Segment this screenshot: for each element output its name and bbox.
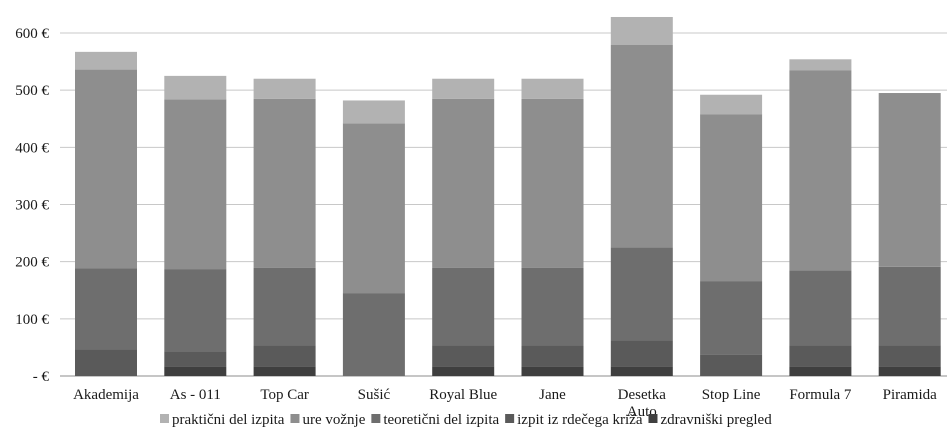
bar-segment-ure-voznje — [164, 99, 227, 270]
y-tick-label: 500 € — [15, 83, 49, 99]
bar-segment-prakticni-del-izpita — [342, 100, 405, 124]
bar-segment-teoreticni-del-izpita — [164, 269, 227, 352]
bar-segment-prakticni-del-izpita — [253, 78, 316, 99]
legend-swatch-teoreticni-del-izpita — [371, 414, 381, 423]
bar-segment-ure-voznje — [75, 69, 137, 269]
bar-segment-zdravniski-pregled — [878, 366, 941, 376]
bar-segment-ure-voznje — [432, 98, 495, 268]
legend-label-prakticni-del-izpita: praktični del izpita — [172, 412, 285, 428]
bar-segment-teoreticni-del-izpita — [253, 267, 316, 346]
x-tick-label: Piramida — [883, 387, 937, 403]
bar-segment-izpit-iz-rdecega-kriza — [789, 345, 852, 367]
y-tick-label: - € — [33, 369, 50, 385]
bar-segment-izpit-iz-rdecega-kriza — [521, 345, 584, 367]
bar-segment-prakticni-del-izpita — [75, 51, 137, 70]
bar-segment-teoreticni-del-izpita — [610, 247, 673, 341]
bar-segment-izpit-iz-rdecega-kriza — [253, 345, 316, 367]
x-tick-label: Stop Line — [702, 387, 761, 403]
bar-segment-teoreticni-del-izpita — [878, 266, 941, 346]
y-tick-label: 400 € — [15, 140, 49, 156]
bar-segment-teoreticni-del-izpita — [789, 270, 852, 346]
bar-segment-ure-voznje — [521, 98, 584, 268]
bar-segment-teoreticni-del-izpita — [342, 293, 405, 376]
bar-segment-teoreticni-del-izpita — [700, 281, 763, 355]
bar-segment-ure-voznje — [253, 98, 316, 268]
bar-segment-teoreticni-del-izpita — [75, 268, 137, 350]
y-axis: - € 100 € 200 € 300 € 400 € 500 € 600 € — [15, 26, 49, 385]
x-tick-label: Formula 7 — [789, 387, 852, 403]
bar-segment-izpit-iz-rdecega-kriza — [878, 345, 941, 367]
x-tick-label: As - 011 — [170, 387, 221, 403]
legend-label-izpit-iz-rdecega-kriza: izpit iz rdečega križa — [517, 412, 643, 428]
bars — [75, 16, 941, 376]
bar-segment-zdravniski-pregled — [432, 366, 495, 376]
bar-segment-prakticni-del-izpita — [610, 16, 673, 46]
legend: praktični del izpita ure vožnje teoretični… — [160, 412, 772, 428]
legend-label-ure-voznje: ure vožnje — [302, 412, 365, 428]
y-tick-label: 300 € — [15, 198, 49, 214]
legend-swatch-izpit-iz-rdecega-kriza — [505, 414, 515, 423]
bar-segment-prakticni-del-izpita — [789, 59, 852, 71]
y-tick-label: 100 € — [15, 312, 49, 328]
x-tick-label: Sušić — [358, 387, 391, 403]
legend-swatch-zdravniski-pregled — [648, 414, 658, 423]
bar-segment-izpit-iz-rdecega-kriza — [700, 354, 763, 376]
legend-label-teoreticni-del-izpita: teoretični del izpita — [383, 412, 499, 428]
bar-segment-zdravniski-pregled — [789, 366, 852, 376]
y-tick-label: 200 € — [15, 255, 49, 271]
legend-swatch-ure-voznje — [290, 414, 300, 423]
bar-segment-zdravniski-pregled — [610, 366, 673, 376]
y-tick-label: 600 € — [15, 26, 49, 42]
bar-segment-prakticni-del-izpita — [700, 94, 763, 115]
x-tick-label: Jane — [539, 387, 566, 403]
bar-segment-prakticni-del-izpita — [521, 78, 584, 99]
bar-segment-ure-voznje — [789, 70, 852, 271]
bar-segment-zdravniski-pregled — [164, 366, 227, 376]
bar-segment-teoreticni-del-izpita — [521, 267, 584, 346]
bar-segment-ure-voznje — [342, 123, 405, 294]
bar-segment-zdravniski-pregled — [253, 366, 316, 376]
bar-segment-teoreticni-del-izpita — [432, 267, 495, 346]
x-axis: Akademija As - 011 Top Car Sušić Royal Blue J… — [73, 387, 937, 420]
bar-segment-izpit-iz-rdecega-kriza — [432, 345, 495, 367]
bar-segment-ure-voznje — [610, 45, 673, 248]
bar-segment-zdravniski-pregled — [521, 366, 584, 376]
legend-swatch-prakticni-del-izpita — [160, 414, 169, 423]
legend-label-zdravniski-pregled: zdravniški pregled — [660, 412, 772, 428]
x-tick-label: Royal Blue — [429, 387, 497, 403]
bar-segment-prakticni-del-izpita — [164, 75, 227, 100]
bar-segment-izpit-iz-rdecega-kriza — [75, 349, 137, 376]
bar-segment-ure-voznje — [700, 114, 763, 282]
bar-segment-izpit-iz-rdecega-kriza — [610, 340, 673, 367]
bar-segment-prakticni-del-izpita — [432, 78, 495, 99]
bar-segment-ure-voznje — [878, 93, 941, 267]
x-tick-label: Akademija — [73, 387, 139, 403]
bar-segment-izpit-iz-rdecega-kriza — [164, 351, 227, 367]
x-tick-label: Top Car — [260, 387, 309, 403]
